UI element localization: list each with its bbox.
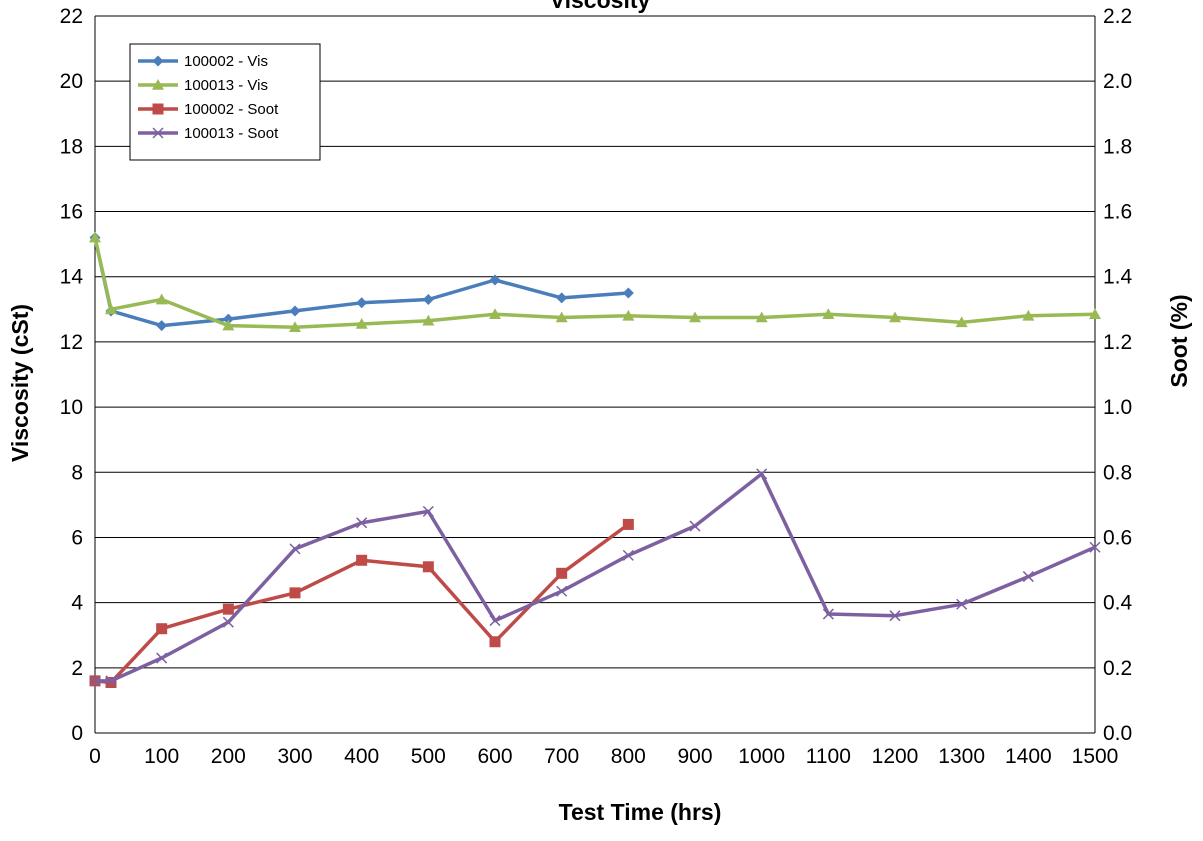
y2-tick-label: 0.2 <box>1103 657 1132 680</box>
y2-axis-title: Soot (%) <box>1166 294 1192 387</box>
legend: 100002 - Vis 100013 - Vis 100002 - Soot 100… <box>130 44 320 160</box>
y2-tick-label: 1.0 <box>1103 396 1132 419</box>
y-tick-label: 18 <box>60 135 83 158</box>
y2-tick-label: 1.2 <box>1103 331 1132 354</box>
legend-label: 100002 - Vis <box>184 53 268 70</box>
data-point <box>356 297 367 308</box>
data-point <box>156 320 167 331</box>
x-axis-title: Test Time (hrs) <box>559 799 722 825</box>
y-axis-title: Viscosity (cSt) <box>7 304 33 462</box>
x-tick-label: 1000 <box>738 745 785 768</box>
data-point <box>290 587 301 598</box>
x-tick-label: 600 <box>477 745 512 768</box>
x-tick-label: 1200 <box>872 745 919 768</box>
series-line <box>95 238 628 326</box>
legend-label: 100002 - Soot <box>184 101 279 118</box>
y-tick-label: 12 <box>60 331 83 354</box>
series-line <box>95 238 1095 328</box>
data-point <box>290 305 301 316</box>
data-point <box>356 555 367 566</box>
y-tick-label: 2 <box>71 657 83 680</box>
legend-label: 100013 - Vis <box>184 77 268 94</box>
data-point <box>223 604 234 615</box>
x-tick-label: 200 <box>211 745 246 768</box>
y2-tick-label: 0.8 <box>1103 461 1132 484</box>
x-tick-label: 1400 <box>1005 745 1052 768</box>
y-tick-label: 10 <box>60 396 83 419</box>
series-line <box>95 524 628 682</box>
x-tick-label: 500 <box>411 745 446 768</box>
x-tick-label: 100 <box>144 745 179 768</box>
x-tick-label: 800 <box>611 745 646 768</box>
y2-tick-label: 0.6 <box>1103 526 1132 549</box>
series-2 <box>90 519 634 688</box>
x-tick-label: 300 <box>277 745 312 768</box>
y2-tick-label: 1.4 <box>1103 266 1133 289</box>
y-tick-label: 6 <box>71 526 83 549</box>
y-tick-label: 8 <box>71 461 83 484</box>
chart-title: Viscosity <box>550 0 651 13</box>
y-tick-label: 22 <box>60 5 83 28</box>
y-tick-label: 20 <box>60 70 83 93</box>
y-tick-label: 16 <box>60 201 83 224</box>
y-tick-label: 14 <box>60 266 84 289</box>
x-tick-label: 1500 <box>1072 745 1119 768</box>
data-point <box>423 561 434 572</box>
x-tick-label: 1100 <box>806 745 851 768</box>
y2-tick-label: 2.0 <box>1103 70 1132 93</box>
x-tick-label: 0 <box>89 745 101 768</box>
y-tick-label: 0 <box>71 722 83 745</box>
data-point <box>556 292 567 303</box>
x-tick-label: 400 <box>344 745 379 768</box>
y2-tick-label: 0.4 <box>1103 592 1133 615</box>
data-point <box>623 519 634 530</box>
x-tick-label: 700 <box>544 745 579 768</box>
data-point <box>556 568 567 579</box>
legend-label: 100013 - Soot <box>184 125 279 142</box>
data-point <box>490 636 501 647</box>
x-tick-label: 1300 <box>938 745 985 768</box>
data-point <box>490 274 501 285</box>
data-point <box>156 623 167 634</box>
data-point <box>423 294 434 305</box>
series-line <box>95 474 1095 681</box>
x-tick-label: 900 <box>677 745 712 768</box>
legend-marker <box>153 104 164 115</box>
y2-tick-label: 1.6 <box>1103 201 1132 224</box>
y2-tick-label: 2.2 <box>1103 5 1132 28</box>
data-point <box>623 288 634 299</box>
series-layer <box>89 232 1101 688</box>
y-tick-label: 4 <box>71 592 83 615</box>
y2-tick-label: 0.0 <box>1103 722 1132 745</box>
series-3 <box>90 469 1100 686</box>
y2-tick-label: 1.8 <box>1103 135 1132 158</box>
